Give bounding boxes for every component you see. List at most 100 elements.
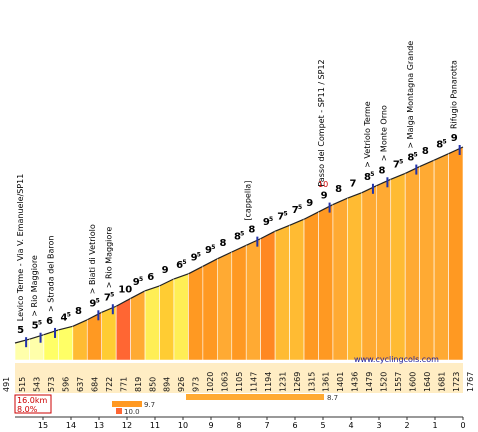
gradient-label: 4 — [61, 312, 68, 323]
waypoint-marker — [458, 145, 461, 155]
km-tick-label: 3 — [376, 421, 381, 430]
profile-line — [260, 230, 276, 240]
profile-line — [202, 258, 218, 267]
waypoint-marker — [256, 236, 259, 247]
gradient-sup: 5 — [38, 320, 42, 327]
km-tick-label: 6 — [292, 421, 297, 430]
gradient-label: 9 — [321, 191, 328, 202]
profile-segment — [433, 153, 449, 361]
gradient-sup: 5 — [370, 171, 374, 178]
profile-segment — [361, 185, 377, 361]
profile-line — [144, 285, 160, 292]
profile-segment — [101, 305, 117, 361]
profile-segment — [188, 265, 204, 361]
profile-line — [231, 244, 247, 253]
profile-segment — [245, 238, 261, 361]
gradient-label: 8 — [407, 153, 414, 164]
gradient-label: 8 — [234, 231, 241, 242]
altitude-label: 1557 — [394, 372, 403, 392]
gradient-label: 7 — [393, 159, 400, 170]
km-tick-label: 2 — [404, 421, 409, 430]
gradient-sup: 5 — [442, 139, 446, 146]
waypoint-labels: Levico Terme - Via V. Emanuele/SP11 > Rio… — [16, 41, 461, 348]
waypoint-label: > Strada del Baron — [47, 236, 56, 312]
altitude-label: 1520 — [380, 372, 389, 392]
gradient-label: 9 — [89, 298, 96, 309]
waypoint-label: > Biati di Vetriolo — [88, 224, 97, 294]
altitude-label: 543 — [33, 377, 42, 392]
gradient-label: 9 — [263, 217, 270, 228]
km-tick-label: 13 — [94, 421, 104, 430]
altitude-label: 850 — [148, 377, 157, 392]
km-tick-label: 12 — [122, 421, 132, 430]
profile-segment — [202, 258, 218, 361]
altitude-label: 926 — [177, 377, 186, 392]
waypoint-label: > Rio Maggiore — [104, 227, 113, 289]
km-tick-label: 15 — [38, 421, 48, 430]
gradient-label: 5 — [32, 321, 39, 332]
km-tick-label: 14 — [66, 421, 76, 430]
profile-line — [390, 172, 406, 180]
max-500m-bar — [116, 408, 122, 414]
end-altitude: 1767 — [466, 372, 475, 392]
gradient-sup: 5 — [197, 251, 201, 258]
gradient-label: 7 — [104, 292, 111, 303]
profile-line — [433, 153, 449, 161]
gradient-label: 8 — [335, 184, 342, 195]
max-km-bar — [112, 401, 142, 407]
profile-line — [115, 297, 131, 307]
km-tick-label: 10 — [178, 421, 188, 430]
altitude-label: 1105 — [235, 372, 244, 392]
long-bar — [186, 394, 324, 400]
profile-segment — [231, 244, 247, 361]
altitude-label: 684 — [90, 377, 99, 392]
altitude-label: 1479 — [365, 372, 374, 392]
altitude-label: 894 — [163, 377, 172, 392]
profile-segment — [375, 178, 392, 361]
gradient-label: 8 — [422, 146, 429, 157]
waypoint-label: > Malga Montagna Grande — [406, 41, 415, 149]
gradient-sup: 5 — [110, 291, 114, 298]
gradient-label: 10 — [118, 284, 132, 295]
summary-distance: 16.0km — [17, 396, 47, 405]
gradient-sup: 5 — [211, 244, 215, 251]
profile-line — [289, 218, 305, 226]
km-tick-label: 9 — [208, 421, 213, 430]
profile-segment — [347, 192, 363, 361]
profile-line — [332, 197, 348, 206]
altitude-label: 1020 — [206, 372, 215, 392]
km-tick-label: 8 — [236, 421, 241, 430]
gradient-sup: 5 — [182, 259, 186, 266]
profile-segment — [159, 278, 175, 361]
gradient-sup: 5 — [96, 297, 100, 304]
waypoint-marker — [25, 337, 28, 348]
profile-segment — [217, 251, 233, 361]
km-axis: 15 14 13 12 11 10 9 8 7 6 5 4 3 2 1 0 — [15, 416, 466, 430]
profile-line — [347, 192, 363, 199]
profile-segment — [260, 230, 276, 361]
gradient-label: 9 — [191, 252, 198, 263]
profile-segment — [58, 325, 74, 361]
profile-segment — [130, 290, 146, 361]
altitude-label: 1147 — [249, 372, 258, 392]
summary-gradient: 8.0% — [17, 405, 38, 414]
profile-segment — [419, 159, 435, 361]
profile-area — [14, 146, 464, 361]
gradient-label: 9 — [306, 198, 313, 209]
profile-segment — [289, 218, 305, 361]
profile-line — [188, 265, 204, 275]
waypoint-label: > Rio Maggiore — [30, 255, 39, 317]
waypoint-label: Levico Terme - Via V. Emanuele/SP11 — [16, 174, 25, 322]
profile-line — [130, 290, 146, 299]
altitude-label: 819 — [134, 377, 143, 392]
gradient-label: 7 — [292, 205, 299, 216]
gradient-sup: 5 — [414, 152, 418, 159]
profile-line — [217, 251, 233, 260]
km-tick-label: 1 — [432, 421, 437, 430]
profile-segment — [144, 285, 160, 361]
gradient-label: 6 — [176, 260, 183, 271]
waypoint-marker — [111, 304, 114, 315]
profile-line — [159, 278, 175, 287]
profile-line — [419, 159, 435, 168]
